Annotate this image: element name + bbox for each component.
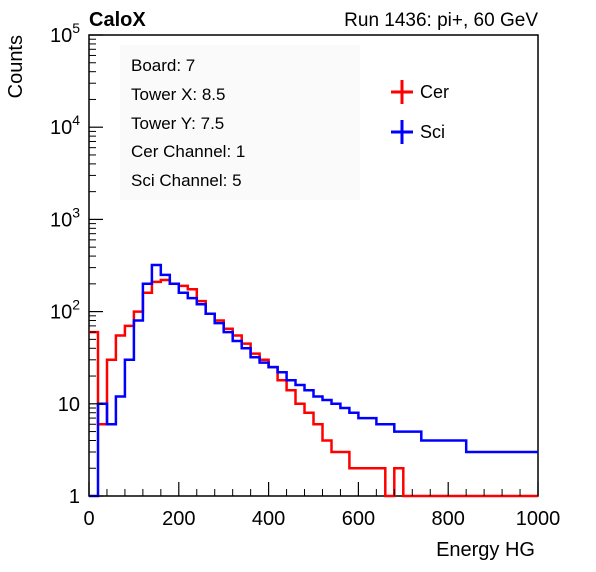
- series-sci-line: [89, 263, 538, 498]
- y-tick-label: 105: [50, 20, 80, 47]
- info-box: [120, 45, 360, 200]
- x-tick-label: 800: [432, 508, 465, 530]
- x-tick-label: 1000: [516, 508, 561, 530]
- legend-sci-label: Sci: [420, 122, 445, 142]
- run-label: Run 1436: pi+, 60 GeV: [344, 10, 538, 31]
- info-line-board: Board: 7: [131, 56, 195, 75]
- y-tick-label: 104: [50, 112, 80, 139]
- brand-label: CaloX: [89, 9, 146, 31]
- x-axis-title: Energy HG: [436, 539, 535, 561]
- x-tick-label: 200: [162, 508, 195, 530]
- legend: Cer Sci: [391, 80, 449, 144]
- info-line-tower-y: Tower Y: 7.5: [131, 114, 224, 133]
- info-line-sci-channel: Sci Channel: 5: [131, 171, 242, 190]
- y-tick-label: 1: [69, 486, 80, 508]
- y-tick-label: 10: [58, 394, 80, 416]
- y-tick-label: 103: [50, 204, 80, 231]
- info-line-tower-x: Tower X: 8.5: [131, 85, 226, 104]
- axis-layer: 0 200 400 600 800 1000 1 10 102 103 104 105: [50, 20, 560, 530]
- series-layer: [89, 263, 538, 498]
- y-axis-title: Counts: [5, 35, 27, 98]
- x-tick-label: 600: [342, 508, 375, 530]
- legend-cer-label: Cer: [420, 82, 449, 102]
- info-line-cer-channel: Cer Channel: 1: [131, 142, 245, 161]
- x-tick-label: 400: [252, 508, 285, 530]
- x-tick-label: 0: [83, 508, 94, 530]
- y-tick-label: 102: [50, 297, 80, 324]
